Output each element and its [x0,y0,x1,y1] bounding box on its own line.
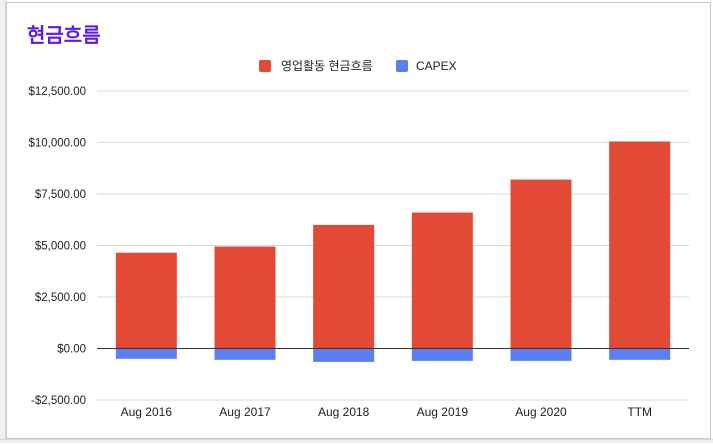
sheet-edge-left [0,0,6,443]
legend: 영업활동 현금흐름 CAPEX [259,59,457,73]
bar-1-2 [313,348,375,362]
y-tick-label-0: $12,500.00 [28,86,86,98]
cash-flow-chart: 현금흐름 영업활동 현금흐름 CAPEX $12,500.00 $10,000.00… [27,24,689,419]
sheet-edge-bottom [0,439,713,443]
bar-1-3 [411,348,473,361]
legend-swatch-0 [259,60,271,72]
gridlines [97,90,689,401]
x-tick-label-5: TTM [627,405,652,419]
y-tick-label-2: $7,500.00 [35,189,86,201]
y-tick-label-4: $2,500.00 [35,292,86,304]
legend-swatch-1 [396,60,408,72]
x-tick-label-0: Aug 2016 [121,405,173,419]
y-tick-label-6: -$2,500.00 [31,395,86,407]
y-tick-label-5: $0.00 [57,344,86,356]
x-tick-label-4: Aug 2020 [515,405,567,419]
bar-0-0 [115,252,177,349]
chart-frame[interactable]: 현금흐름 영업활동 현금흐름 CAPEX $12,500.00 $10,000.00… [6,2,711,439]
y-tick-label-1: $10,000.00 [28,138,86,150]
x-tick-label-3: Aug 2019 [417,405,469,419]
y-tick-label-3: $5,000.00 [35,241,86,253]
bar-0-3 [411,212,473,349]
bar-0-1 [214,246,276,349]
bar-0-4 [510,179,572,349]
bar-1-1 [214,348,276,360]
y-axis-tick-labels: $12,500.00 $10,000.00 $7,500.00 $5,000.00 $2… [28,86,86,407]
x-axis-tick-labels: Aug 2016 Aug 2017 Aug 2018 Aug 2019 Aug 2020… [121,405,652,419]
bar-1-5 [609,348,671,360]
chart-title: 현금흐름 [27,24,101,47]
bar-1-0 [115,348,177,359]
x-tick-label-2: Aug 2018 [318,405,370,419]
legend-label-0: 영업활동 현금흐름 [281,59,373,73]
bar-1-4 [510,348,572,361]
bar-0-2 [313,224,375,349]
x-tick-label-1: Aug 2017 [219,405,271,419]
bars [115,141,671,362]
bar-0-5 [609,141,671,349]
legend-label-1: CAPEX [416,59,457,73]
